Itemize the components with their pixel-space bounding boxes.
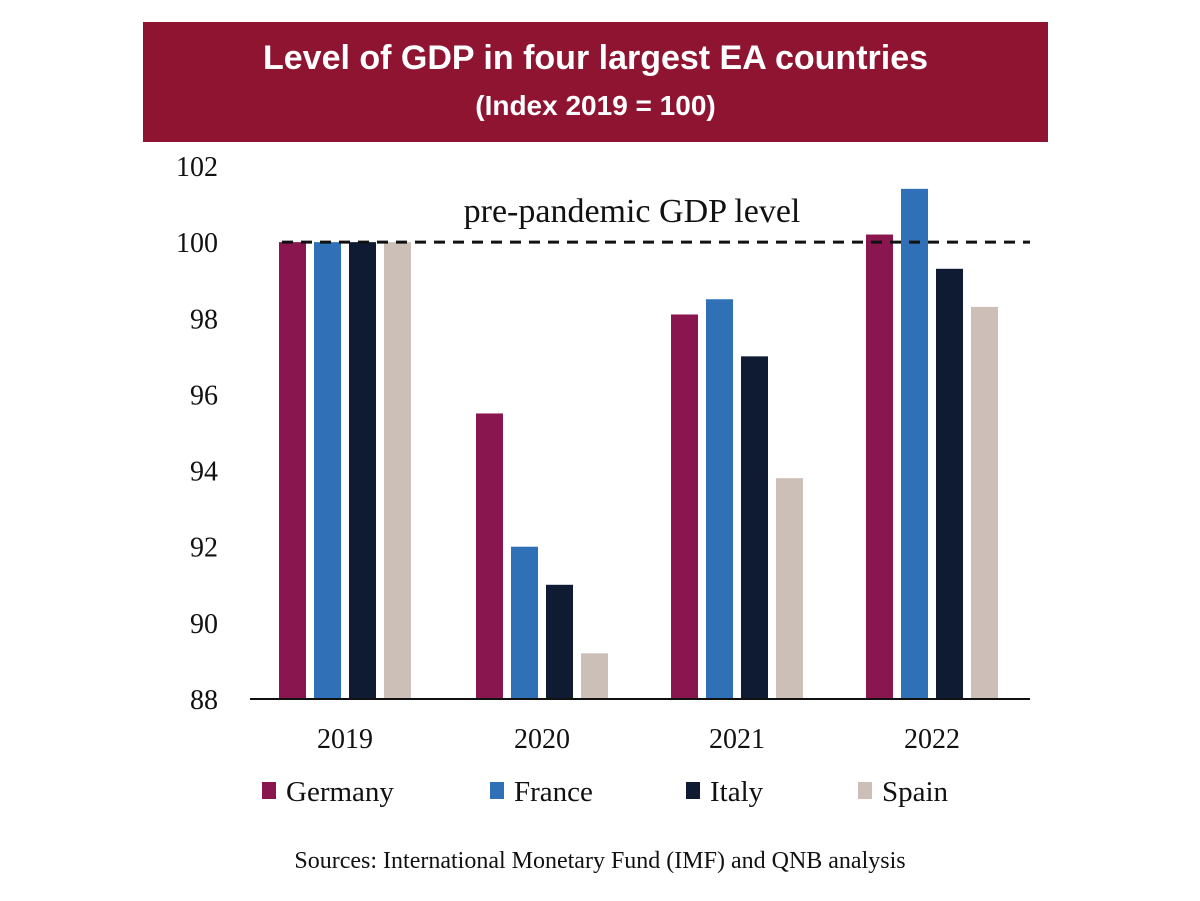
y-tick-label: 102 — [176, 152, 218, 183]
bar-spain-2019 — [384, 242, 411, 699]
chart-subtitle: (Index 2019 = 100) — [475, 90, 716, 121]
chart-title: Level of GDP in four largest EA countrie… — [262, 39, 929, 77]
y-tick-label: 90 — [190, 609, 218, 640]
bar-italy-2021 — [741, 356, 768, 699]
bar-spain-2020 — [581, 653, 608, 699]
bar-germany-2019 — [279, 242, 306, 699]
x-tick-label: 2020 — [514, 724, 570, 755]
bar-france-2019 — [314, 242, 341, 699]
bar-germany-2021 — [671, 314, 698, 699]
bar-france-2022 — [901, 188, 928, 700]
source-note: Sources: International Monetary Fund (IM… — [294, 848, 906, 874]
legend-label-spain: Spain — [882, 776, 949, 808]
title-banner: Level of GDP in four largest EA countrie… — [143, 22, 1048, 142]
bar-italy-2022 — [936, 268, 963, 699]
legend-swatch-spain — [858, 782, 872, 799]
legend-swatch-italy — [686, 782, 700, 799]
y-tick-label: 92 — [190, 533, 218, 564]
bar-italy-2019 — [349, 242, 376, 699]
reference-line-label: pre-pandemic GDP level — [464, 193, 801, 230]
legend-label-france: France — [514, 776, 593, 808]
legend-label-italy: Italy — [710, 776, 764, 808]
bar-spain-2022 — [971, 306, 998, 699]
legend-swatch-france — [490, 782, 504, 799]
x-tick-label: 2022 — [904, 724, 960, 755]
x-tick-label: 2019 — [317, 724, 373, 755]
bar-france-2020 — [511, 546, 538, 699]
y-tick-label: 98 — [190, 304, 218, 335]
y-tick-label: 94 — [190, 457, 218, 488]
bar-italy-2020 — [546, 584, 573, 699]
bar-germany-2022 — [866, 234, 893, 699]
x-tick-label: 2021 — [709, 724, 765, 755]
bar-germany-2020 — [476, 413, 503, 699]
legend-swatch-germany — [262, 782, 276, 799]
bar-spain-2021 — [776, 478, 803, 699]
y-tick-label: 88 — [190, 685, 218, 716]
legend-label-germany: Germany — [286, 776, 394, 808]
y-tick-label: 100 — [176, 228, 218, 259]
bar-chart: 88 90 92 94 96 98 100 102 pre-pandemic GDP level… — [176, 152, 1030, 808]
y-tick-label: 96 — [190, 380, 218, 411]
bar-france-2021 — [706, 299, 733, 699]
